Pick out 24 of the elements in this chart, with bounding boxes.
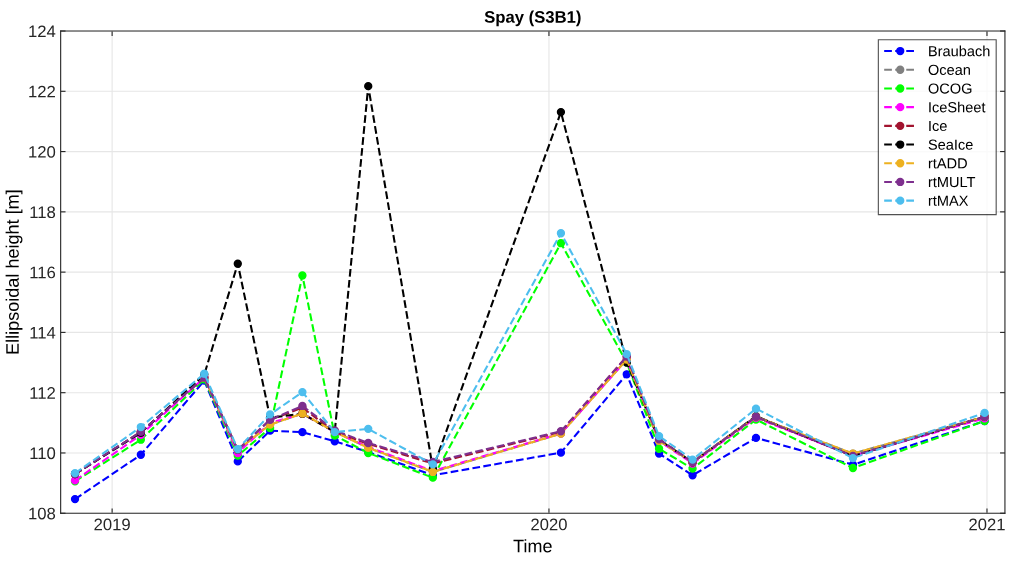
x-tick-label: 2019 (94, 518, 130, 531)
legend-label: Braubach (929, 45, 990, 57)
x-tick-label: 2021 (969, 518, 1005, 531)
legend-label: rtMAX (928, 195, 969, 206)
y-tick-label: 110 (30, 447, 56, 460)
chart-title: Spay (S3B1) (484, 10, 581, 27)
legend-label: IceSheet (929, 101, 986, 113)
y-tick-label: 108 (29, 507, 56, 520)
y-tick-label: 114 (30, 326, 56, 339)
x-tick-label: 2020 (531, 518, 567, 531)
y-axis-title: Ellipsoidal height [m] (5, 190, 23, 354)
y-tick-label: 124 (29, 25, 56, 38)
legend-label: Ice (929, 120, 947, 132)
y-tick-label: 116 (30, 266, 56, 279)
legend-label: OCOG (928, 83, 972, 94)
y-tick-label: 120 (29, 145, 56, 158)
legend-label: SeaIce (928, 139, 973, 150)
legend-label: rtMULT (928, 177, 976, 188)
legend-label: Ocean (928, 64, 970, 76)
x-axis-title: Time (513, 539, 552, 553)
y-tick-label: 118 (30, 206, 56, 219)
legend-label: rtADD (928, 158, 967, 169)
y-tick-label: 112 (30, 387, 55, 399)
y-tick-label: 122 (29, 85, 55, 98)
